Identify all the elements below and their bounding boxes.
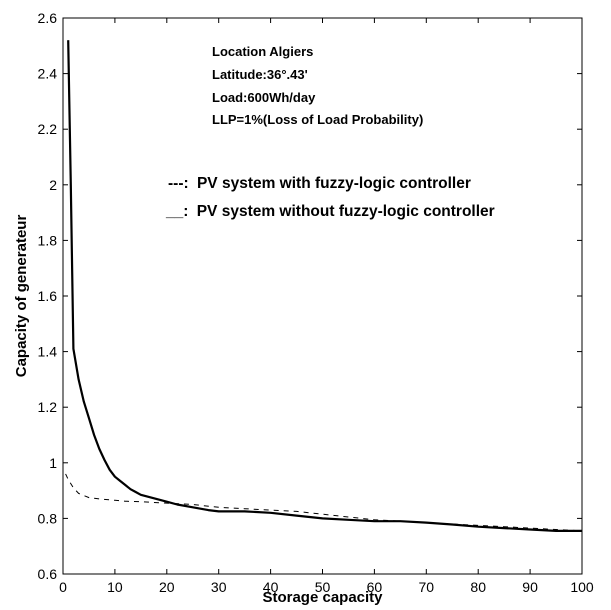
annotation-llp: LLP=1%(Loss of Load Probability) <box>212 112 423 127</box>
legend-entry-with-fuzzy: ---: PV system with fuzzy-logic controll… <box>168 175 471 192</box>
ticks-layer: 0 10 20 30 40 50 60 70 80 90 100 0.6 0.8 1 1.2 1.4 1.6 1.… <box>38 10 594 595</box>
y-tick-label: 2.6 <box>38 10 58 26</box>
y-tick-label: 0.6 <box>38 566 58 582</box>
legend-marker-dashed: ---: <box>168 175 189 192</box>
x-tick-label: 20 <box>159 579 175 595</box>
x-axis-title: Storage capacity <box>262 589 383 606</box>
y-axis-title: Capacity of generateur <box>13 215 30 378</box>
y-tick-label: 0.8 <box>38 510 58 526</box>
legend-label-without-fuzzy: PV system without fuzzy-logic controller <box>197 203 495 220</box>
x-tick-label: 70 <box>419 579 435 595</box>
legend-entry-without-fuzzy: __: PV system without fuzzy-logic contro… <box>165 203 495 220</box>
series-line-with-fuzzy <box>65 473 583 532</box>
legend-label-with-fuzzy: PV system with fuzzy-logic controller <box>197 175 471 192</box>
annotation-load: Load:600Wh/day <box>212 90 316 105</box>
x-tick-label: 30 <box>211 579 227 595</box>
y-tick-label: 1.4 <box>38 344 58 360</box>
y-tick-label: 2.2 <box>38 121 58 137</box>
y-tick-label: 2 <box>49 177 57 193</box>
legend: ---: PV system with fuzzy-logic controll… <box>165 175 495 220</box>
x-tick-label: 40 <box>263 579 279 595</box>
x-tick-label: 60 <box>367 579 383 595</box>
legend-marker-solid: __: <box>165 203 188 220</box>
x-tick-label: 90 <box>522 579 538 595</box>
series-line-without-fuzzy <box>67 40 582 533</box>
x-tick-label: 50 <box>315 579 331 595</box>
annotation-location: Location Algiers <box>212 44 313 59</box>
y-tick-label: 1.6 <box>38 288 58 304</box>
x-tick-label: 100 <box>570 579 594 595</box>
y-tick-label: 2.4 <box>38 66 58 82</box>
series-layer <box>65 40 583 533</box>
annotation-block: Location Algiers Latitude:36°.43' Load:6… <box>212 44 423 127</box>
y-tick-label: 1.8 <box>38 232 58 248</box>
y-tick-label: 1.2 <box>38 399 58 415</box>
annotation-latitude: Latitude:36°.43' <box>212 67 308 82</box>
x-tick-label: 10 <box>107 579 123 595</box>
x-tick-label: 80 <box>470 579 486 595</box>
x-tick-label: 0 <box>59 579 67 595</box>
y-tick-label: 1 <box>49 455 57 471</box>
